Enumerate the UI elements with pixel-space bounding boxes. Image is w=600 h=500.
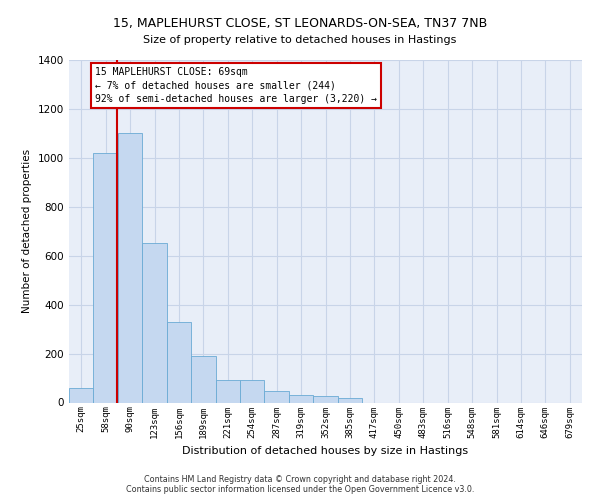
Text: 15, MAPLEHURST CLOSE, ST LEONARDS-ON-SEA, TN37 7NB: 15, MAPLEHURST CLOSE, ST LEONARDS-ON-SEA… xyxy=(113,18,487,30)
Y-axis label: Number of detached properties: Number of detached properties xyxy=(22,149,32,314)
Bar xyxy=(289,395,313,402)
X-axis label: Distribution of detached houses by size in Hastings: Distribution of detached houses by size … xyxy=(182,446,469,456)
Bar xyxy=(240,380,265,402)
Bar xyxy=(142,244,167,402)
Bar xyxy=(167,322,191,402)
Text: Size of property relative to detached houses in Hastings: Size of property relative to detached ho… xyxy=(143,35,457,45)
Text: 15 MAPLEHURST CLOSE: 69sqm
← 7% of detached houses are smaller (244)
92% of semi: 15 MAPLEHURST CLOSE: 69sqm ← 7% of detac… xyxy=(95,68,377,104)
Bar xyxy=(338,398,362,402)
Bar xyxy=(69,388,94,402)
Bar xyxy=(313,396,338,402)
Text: Contains HM Land Registry data © Crown copyright and database right 2024.
Contai: Contains HM Land Registry data © Crown c… xyxy=(126,474,474,494)
Bar xyxy=(215,380,240,402)
Bar xyxy=(94,153,118,402)
Bar xyxy=(118,134,142,402)
Bar xyxy=(191,356,215,403)
Bar xyxy=(265,392,289,402)
